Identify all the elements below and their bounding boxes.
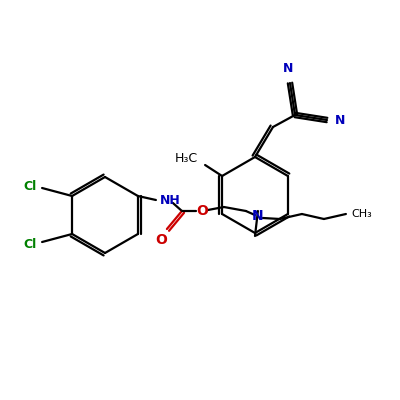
- Text: O: O: [196, 204, 208, 218]
- Text: CH₃: CH₃: [351, 209, 372, 219]
- Text: N: N: [283, 62, 293, 75]
- Text: N: N: [252, 209, 264, 223]
- Text: N: N: [335, 114, 345, 126]
- Text: NH: NH: [160, 194, 181, 208]
- Text: Cl: Cl: [24, 238, 37, 250]
- Text: H₃C: H₃C: [175, 152, 198, 164]
- Text: O: O: [155, 233, 167, 247]
- Text: Cl: Cl: [24, 180, 37, 192]
